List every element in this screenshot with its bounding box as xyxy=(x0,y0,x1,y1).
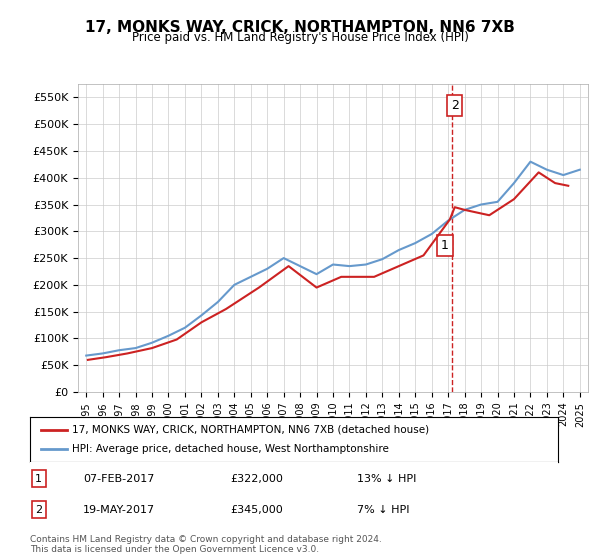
Text: £345,000: £345,000 xyxy=(230,505,283,515)
Text: 1: 1 xyxy=(441,239,449,252)
Text: 17, MONKS WAY, CRICK, NORTHAMPTON, NN6 7XB: 17, MONKS WAY, CRICK, NORTHAMPTON, NN6 7… xyxy=(85,20,515,35)
Text: 07-FEB-2017: 07-FEB-2017 xyxy=(83,474,154,484)
Text: 13% ↓ HPI: 13% ↓ HPI xyxy=(358,474,417,484)
Text: 17, MONKS WAY, CRICK, NORTHAMPTON, NN6 7XB (detached house): 17, MONKS WAY, CRICK, NORTHAMPTON, NN6 7… xyxy=(72,424,430,435)
Text: 2: 2 xyxy=(35,505,43,515)
Text: 19-MAY-2017: 19-MAY-2017 xyxy=(83,505,155,515)
Text: Price paid vs. HM Land Registry's House Price Index (HPI): Price paid vs. HM Land Registry's House … xyxy=(131,31,469,44)
Text: 7% ↓ HPI: 7% ↓ HPI xyxy=(358,505,410,515)
Text: £322,000: £322,000 xyxy=(230,474,284,484)
Text: 2: 2 xyxy=(451,99,458,112)
Text: HPI: Average price, detached house, West Northamptonshire: HPI: Average price, detached house, West… xyxy=(72,445,389,455)
Text: 1: 1 xyxy=(35,474,42,484)
Text: Contains HM Land Registry data © Crown copyright and database right 2024.
This d: Contains HM Land Registry data © Crown c… xyxy=(30,535,382,554)
